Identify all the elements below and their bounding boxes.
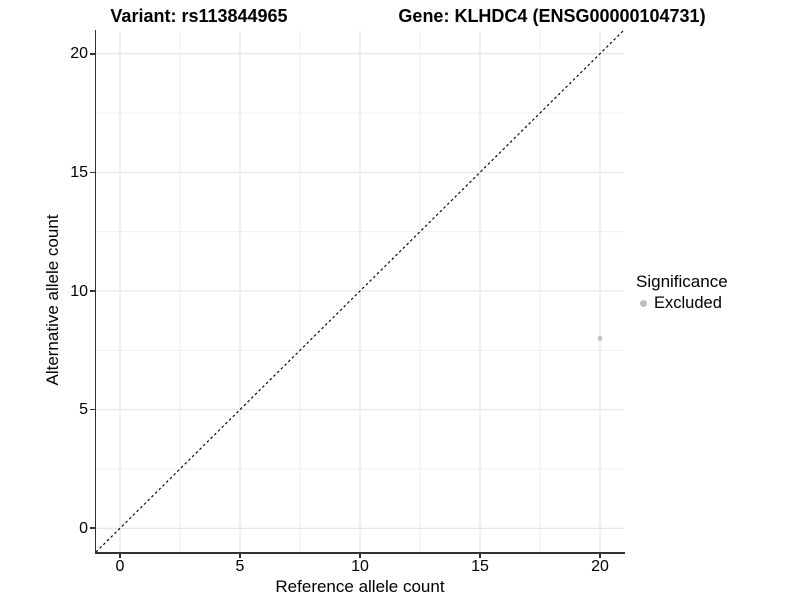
x-tick-mark [359, 553, 361, 559]
y-tick-label: 10 [70, 282, 88, 300]
x-tick-mark [119, 553, 121, 559]
data-point [597, 336, 603, 341]
y-axis-line [94, 30, 97, 554]
legend-key-dot [640, 300, 647, 307]
x-tick-label: 20 [591, 558, 609, 575]
identity-line [96, 30, 624, 552]
y-tick-label: 0 [79, 519, 88, 537]
plot-title-gene: Gene: KLHDC4 (ENSG00000104731) [398, 6, 706, 26]
y-tick-label: 20 [70, 45, 88, 63]
legend-item-label: Excluded [654, 294, 722, 312]
x-tick-label: 0 [115, 558, 125, 575]
x-tick-label: 15 [471, 558, 489, 575]
y-tick-label: 15 [70, 163, 88, 181]
x-axis-title: Reference allele count [275, 577, 445, 596]
x-tick-mark [239, 553, 241, 559]
plot-area-svg [96, 30, 624, 552]
y-tick-mark [89, 290, 95, 292]
y-tick-mark [89, 171, 95, 174]
x-tick-label: 5 [235, 558, 245, 575]
y-tick-mark [89, 52, 95, 55]
legend: Significance Excluded [636, 272, 728, 313]
x-tick-label: 10 [351, 558, 369, 575]
y-tick-mark [89, 527, 95, 530]
x-tick-mark [479, 553, 481, 559]
x-axis-line [94, 552, 625, 554]
y-tick-mark [89, 408, 95, 411]
legend-title: Significance [636, 272, 728, 291]
x-tick-mark [599, 553, 601, 559]
chart-panel [96, 30, 624, 552]
y-tick-label: 5 [79, 401, 88, 419]
plot-title-variant: Variant: rs113844965 [110, 6, 288, 26]
legend-item-excluded: Excluded [636, 294, 728, 313]
